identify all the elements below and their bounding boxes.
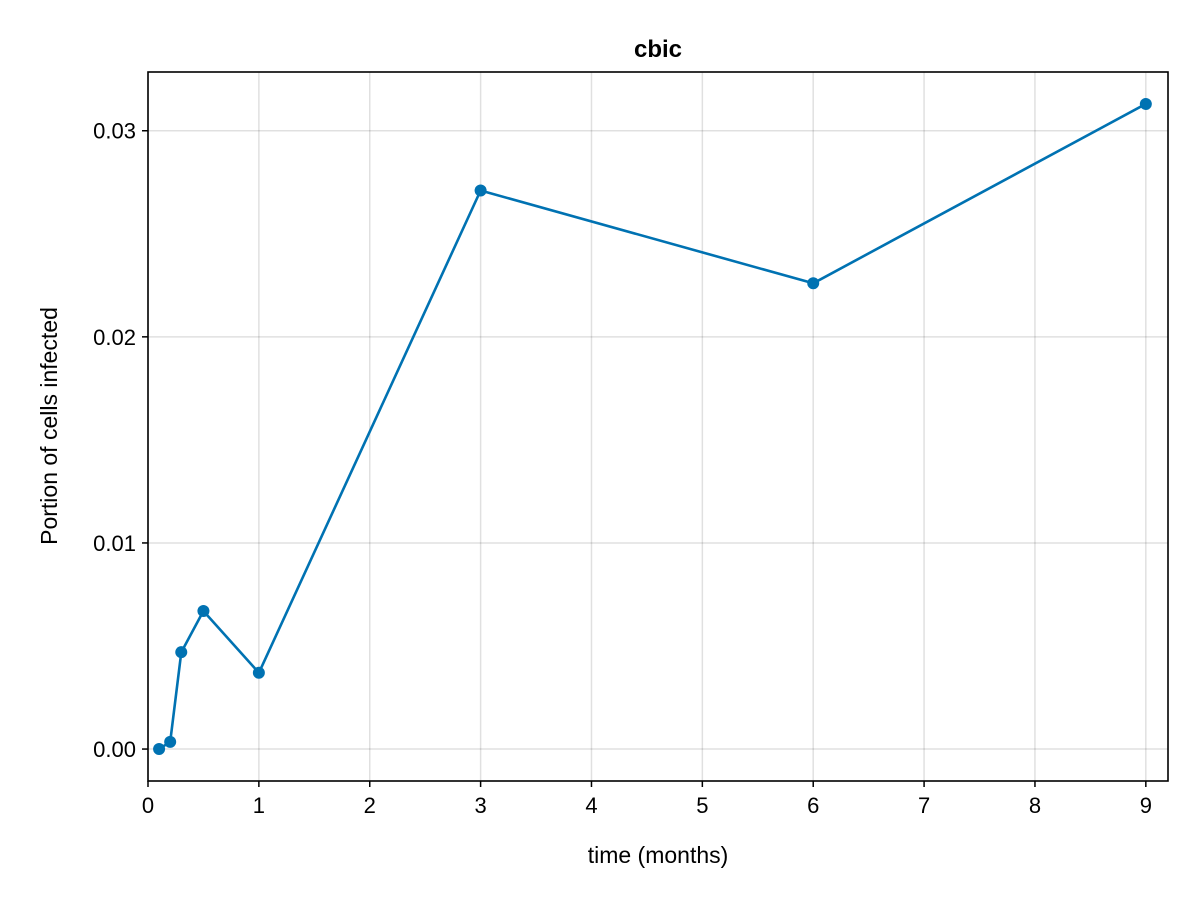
x-axis: 0 1 2 3 4 5 6 7 8 9: [142, 781, 1152, 818]
data-point: [164, 735, 177, 748]
data-point: [474, 184, 487, 197]
data-point: [197, 604, 210, 617]
y-tick-label: 0.02: [93, 325, 136, 350]
plot-frame: [147, 71, 1169, 782]
series-line: [158, 102, 1147, 751]
y-tick-label: 0.00: [93, 737, 136, 762]
x-tick-label: 0: [142, 793, 154, 818]
data-point: [153, 743, 166, 756]
x-tick-label: 1: [253, 793, 265, 818]
x-tick-label: 7: [918, 793, 930, 818]
data-point: [807, 277, 820, 290]
series-layer: [153, 97, 1152, 756]
x-axis-label: time (months): [588, 842, 729, 868]
x-tick-label: 4: [585, 793, 597, 818]
x-tick-label: 2: [364, 793, 376, 818]
x-tick-label: 8: [1029, 793, 1041, 818]
data-point: [1139, 97, 1152, 110]
chart-title: cbic: [634, 36, 682, 63]
x-tick-label: 6: [807, 793, 819, 818]
data-point: [252, 666, 265, 679]
grid-lines: [147, 72, 1168, 781]
x-tick-label: 9: [1140, 793, 1152, 818]
y-tick-label: 0.03: [93, 119, 136, 144]
y-axis: 0.00 0.01 0.02 0.03: [93, 119, 148, 762]
y-tick-label: 0.01: [93, 531, 136, 556]
y-axis-label: Portion of cells infected: [36, 307, 62, 545]
x-tick-label: 3: [474, 793, 486, 818]
x-tick-label: 5: [696, 793, 708, 818]
data-point: [175, 646, 188, 659]
